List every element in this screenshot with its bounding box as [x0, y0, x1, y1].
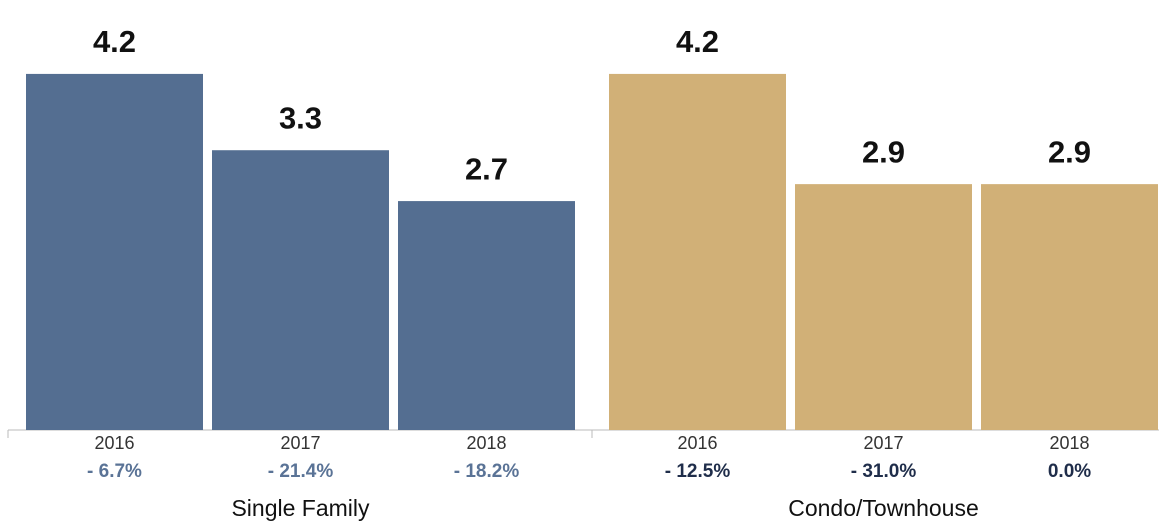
bar: [212, 150, 389, 430]
change-label: - 31.0%: [851, 461, 917, 482]
bar: [609, 73, 786, 431]
bar: [26, 73, 203, 431]
value-label: 2.9: [1048, 134, 1091, 169]
change-label: - 18.2%: [454, 461, 520, 482]
value-label: 4.2: [93, 24, 136, 59]
change-label: - 6.7%: [87, 461, 142, 482]
bar: [795, 184, 972, 430]
change-label: 0.0%: [1048, 461, 1091, 482]
value-label: 2.9: [862, 134, 905, 169]
value-label: 2.7: [465, 151, 508, 186]
value-label: 4.2: [676, 24, 719, 59]
x-tick-label: 2017: [280, 433, 320, 453]
group-label: Condo/Townhouse: [788, 495, 979, 521]
value-label: 3.3: [279, 100, 322, 135]
bar: [398, 201, 575, 430]
x-tick-label: 2016: [94, 433, 134, 453]
change-label: - 12.5%: [665, 461, 731, 482]
group-label: Single Family: [231, 495, 370, 521]
x-tick-label: 2018: [1049, 433, 1089, 453]
bar: [981, 184, 1158, 430]
x-tick-label: 2017: [863, 433, 903, 453]
x-tick-label: 2016: [677, 433, 717, 453]
x-tick-label: 2018: [466, 433, 506, 453]
change-label: - 21.4%: [268, 461, 334, 482]
